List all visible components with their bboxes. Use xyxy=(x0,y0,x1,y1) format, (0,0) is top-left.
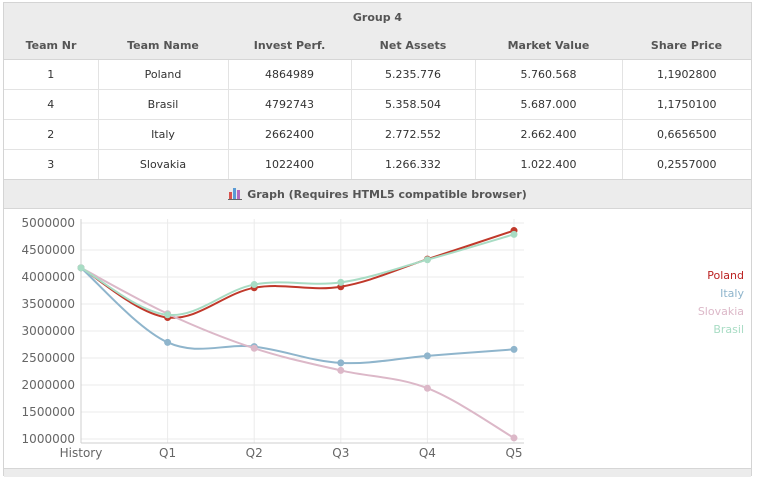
legend-item-italy[interactable]: Italy xyxy=(720,287,744,300)
line-chart: 5000000 4500000 4000000 3500000 3000000 25000… xyxy=(22,216,524,460)
team-name-cell: Brasil xyxy=(98,89,229,120)
x-tick-label: Q2 xyxy=(246,446,263,460)
market-value-cell: 5.760.568 xyxy=(475,59,623,90)
group-panel: Group 4 Team Nr Team Name Invest Perf. N… xyxy=(3,2,752,477)
net-assets-cell: 2.772.552 xyxy=(351,119,476,150)
y-tick-label: 3500000 xyxy=(22,297,75,311)
graph-header-label: Graph (Requires HTML5 compatible browser… xyxy=(247,187,527,201)
legend-item-slovakia[interactable]: Slovakia xyxy=(697,305,744,318)
column-header-team-nr[interactable]: Team Nr xyxy=(4,32,98,60)
y-tick-label: 4500000 xyxy=(22,243,75,257)
column-header-invest-perf[interactable]: Invest Perf. xyxy=(228,32,351,60)
invest-perf-cell: 4864989 xyxy=(228,59,352,90)
table-header-row: Team Nr Team Name Invest Perf. Net Asset… xyxy=(4,32,751,60)
team-nr-cell: 4 xyxy=(4,89,99,120)
data-point-brasil xyxy=(164,311,172,319)
legend-item-poland[interactable]: Poland xyxy=(707,269,744,282)
series-line-brasil xyxy=(80,233,515,316)
data-point-brasil xyxy=(510,230,518,238)
team-nr-cell: 2 xyxy=(4,119,99,150)
y-tick-label: 4000000 xyxy=(22,270,75,284)
invest-perf-cell: 4792743 xyxy=(228,89,352,120)
footer-bar xyxy=(4,468,751,477)
share-price-cell: 0,2557000 xyxy=(622,149,751,180)
net-assets-cell: 1.266.332 xyxy=(351,149,476,180)
series-line-poland xyxy=(80,229,515,319)
data-point-slovakia xyxy=(337,366,345,374)
table-row: 2 Italy 2662400 2.772.552 2.662.400 0,66… xyxy=(4,119,751,150)
data-point-brasil xyxy=(77,264,85,272)
x-tick-label: Q3 xyxy=(332,446,349,460)
data-point-italy xyxy=(510,345,518,353)
share-price-cell: 1,1902800 xyxy=(622,59,751,90)
y-tick-label: 2000000 xyxy=(22,378,75,392)
column-header-net-assets[interactable]: Net Assets xyxy=(351,32,475,60)
y-tick-label: 2500000 xyxy=(22,351,75,365)
share-price-cell: 0,6656500 xyxy=(622,119,751,150)
data-point-italy xyxy=(423,352,431,360)
team-nr-cell: 1 xyxy=(4,59,99,90)
team-name-cell: Italy xyxy=(98,119,229,150)
x-tick-label: History xyxy=(60,446,103,460)
y-tick-label: 5000000 xyxy=(22,216,75,230)
data-point-brasil xyxy=(250,281,258,289)
series-line-slovakia xyxy=(80,266,515,439)
bar-chart-icon xyxy=(228,186,244,203)
data-point-brasil xyxy=(337,278,345,286)
y-tick-label: 3000000 xyxy=(22,324,75,338)
x-tick-label: Q4 xyxy=(419,446,436,460)
share-price-cell: 1,1750100 xyxy=(622,89,751,120)
series-line-italy xyxy=(80,267,515,365)
data-point-slovakia xyxy=(250,344,258,352)
team-name-cell: Poland xyxy=(98,59,229,90)
net-assets-cell: 5.235.776 xyxy=(351,59,476,90)
y-tick-label: 1000000 xyxy=(22,432,75,446)
y-tick-label: 1500000 xyxy=(22,405,75,419)
legend-item-brasil[interactable]: Brasil xyxy=(713,323,744,336)
column-header-market-value[interactable]: Market Value xyxy=(475,32,622,60)
chart-legend: Poland Italy Slovakia Brasil xyxy=(694,267,744,339)
column-header-share-price[interactable]: Share Price xyxy=(622,32,751,60)
table-row: 1 Poland 4864989 5.235.776 5.760.568 1,1… xyxy=(4,59,751,90)
net-assets-cell: 5.358.504 xyxy=(351,89,476,120)
table-row: 4 Brasil 4792743 5.358.504 5.687.000 1,1… xyxy=(4,89,751,120)
data-point-brasil xyxy=(423,256,431,264)
graph-header: Graph (Requires HTML5 compatible browser… xyxy=(4,179,751,209)
market-value-cell: 2.662.400 xyxy=(475,119,623,150)
x-tick-label: Q5 xyxy=(505,446,522,460)
column-header-team-name[interactable]: Team Name xyxy=(98,32,228,60)
invest-perf-cell: 2662400 xyxy=(228,119,352,150)
data-point-slovakia xyxy=(510,434,518,442)
data-point-italy xyxy=(337,359,345,367)
data-point-italy xyxy=(164,338,172,346)
market-value-cell: 5.687.000 xyxy=(475,89,623,120)
x-tick-label: Q1 xyxy=(159,446,176,460)
data-point-slovakia xyxy=(423,384,431,392)
team-nr-cell: 3 xyxy=(4,149,99,180)
